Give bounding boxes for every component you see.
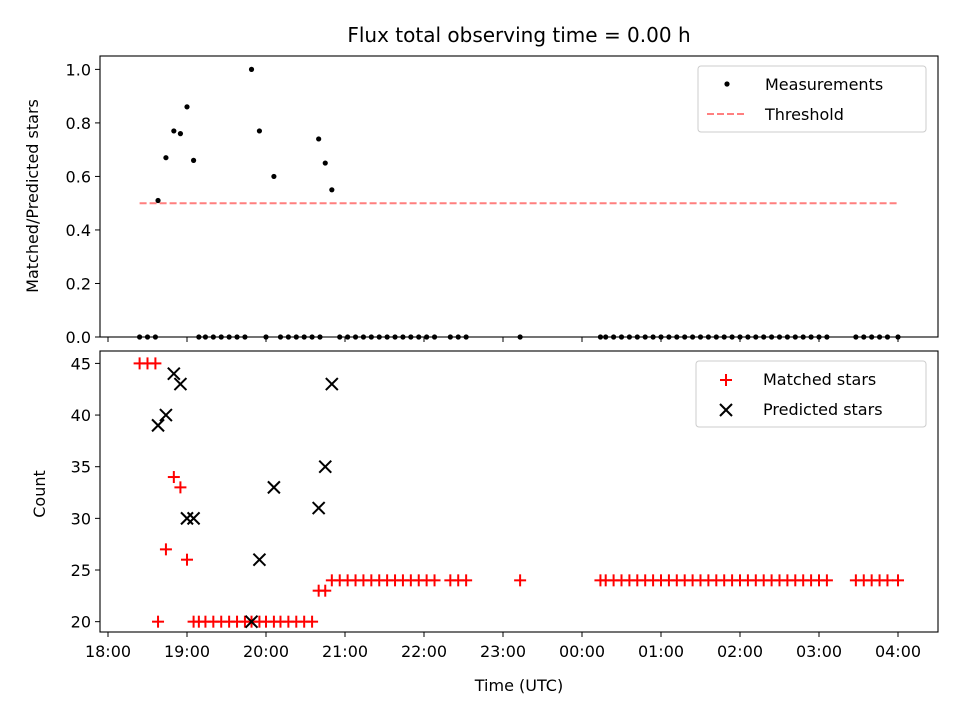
matched-star-point bbox=[306, 615, 319, 628]
matched-star-point bbox=[319, 584, 332, 597]
bottom-chart-x-tick-label: 20:00 bbox=[243, 642, 289, 661]
bottom-chart-x-tick-label: 23:00 bbox=[480, 642, 526, 661]
top-chart: 0.0 0.2 0.4 0.6 0.8 1.0 Matched/Predicted sta… bbox=[23, 55, 939, 347]
bottom-chart-x-tick-label: 01:00 bbox=[638, 642, 684, 661]
bottom-chart-x-tick-label: 22:00 bbox=[401, 642, 447, 661]
bottom-chart-x-tick-label: 21:00 bbox=[322, 642, 368, 661]
matched-star-point bbox=[460, 574, 473, 587]
matched-star-point bbox=[159, 543, 172, 556]
predicted-star-point bbox=[325, 377, 339, 391]
top-chart-y-tick-label: 1.0 bbox=[66, 60, 91, 79]
legend-threshold-label: Threshold bbox=[764, 105, 844, 124]
measurement-point bbox=[256, 128, 263, 134]
measurement-point bbox=[184, 104, 190, 110]
bottom-chart-y-tick-label: 40 bbox=[71, 406, 91, 425]
bottom-chart-marks bbox=[133, 357, 904, 629]
legend-predicted-label: Predicted stars bbox=[763, 400, 883, 419]
top-chart-y-label: Matched/Predicted stars bbox=[23, 99, 42, 293]
bottom-chart-y-label: Count bbox=[30, 470, 49, 518]
bottom-chart-x-tick-label: 19:00 bbox=[164, 642, 210, 661]
matched-star-point bbox=[149, 357, 162, 370]
top-legend: Measurements Threshold bbox=[697, 65, 927, 133]
measurement-point bbox=[248, 66, 255, 72]
matched-star-point bbox=[428, 574, 441, 587]
predicted-star-point bbox=[173, 377, 188, 391]
legend-matched-marker bbox=[720, 374, 732, 386]
legend-measurements-marker bbox=[724, 81, 730, 87]
measurement-point bbox=[155, 197, 161, 204]
matched-star-point bbox=[820, 574, 833, 587]
top-chart-y-tick-label: 0.8 bbox=[66, 114, 91, 133]
bottom-chart-x-tick-label: 04:00 bbox=[875, 642, 921, 661]
predicted-star-point bbox=[180, 511, 194, 526]
matched-star-point bbox=[167, 471, 180, 484]
bottom-chart-x-ticks: 18:00 19:00 20:00 21:00 22:00 23:00 00:00 01:00… bbox=[85, 632, 921, 661]
bottom-chart-y-tick-label: 30 bbox=[71, 509, 91, 528]
legend-matched-label: Matched stars bbox=[763, 370, 876, 389]
legend-measurements-label: Measurements bbox=[765, 75, 883, 94]
legend-predicted-marker bbox=[719, 403, 733, 417]
bottom-chart-y-tick-label: 20 bbox=[71, 613, 91, 632]
predicted-star-point bbox=[252, 552, 267, 567]
top-chart-title: Flux total observing time = 0.00 h bbox=[347, 23, 690, 47]
predicted-star-point bbox=[311, 501, 326, 515]
measurement-point bbox=[316, 136, 322, 142]
measurement-point bbox=[190, 157, 197, 163]
measurement-point bbox=[171, 128, 177, 134]
top-chart-y-ticks: 0.0 0.2 0.4 0.6 0.8 1.0 bbox=[66, 60, 100, 347]
top-chart-y-tick-label: 0.0 bbox=[66, 328, 91, 347]
matched-star-point bbox=[181, 553, 193, 566]
predicted-star-point bbox=[186, 511, 201, 526]
predicted-star-point bbox=[159, 408, 173, 422]
measurement-point bbox=[322, 160, 328, 166]
matched-star-point bbox=[514, 574, 527, 587]
top-chart-marks bbox=[137, 66, 901, 340]
bottom-chart-x-label: Time (UTC) bbox=[474, 676, 563, 695]
matched-star-point bbox=[174, 481, 187, 494]
bottom-legend: Matched stars Predicted stars bbox=[695, 360, 927, 428]
bottom-chart-y-tick-label: 45 bbox=[71, 354, 91, 373]
top-chart-y-tick-label: 0.4 bbox=[66, 221, 91, 240]
bottom-chart-y-tick-label: 25 bbox=[71, 561, 91, 580]
bottom-chart-x-tick-label: 00:00 bbox=[559, 642, 605, 661]
measurement-point bbox=[177, 131, 184, 137]
bottom-legend-box bbox=[695, 360, 927, 428]
predicted-star-point bbox=[267, 480, 281, 495]
top-chart-x-ticks bbox=[107, 337, 899, 342]
bottom-chart-frame bbox=[99, 350, 939, 633]
predicted-star-point bbox=[318, 459, 332, 474]
matched-star-point bbox=[881, 574, 894, 587]
predicted-star-point bbox=[167, 367, 181, 381]
predicted-star-point bbox=[244, 614, 259, 629]
measurement-point bbox=[271, 173, 277, 180]
top-chart-frame bbox=[99, 55, 939, 338]
bottom-chart: 20 25 30 35 40 45 18:00 19:00 20:00 21:00 22:00 23… bbox=[30, 350, 939, 695]
top-chart-y-tick-label: 0.6 bbox=[66, 167, 91, 186]
matched-star-point bbox=[152, 615, 165, 628]
matched-star-point bbox=[892, 574, 904, 587]
bottom-chart-x-tick-label: 02:00 bbox=[717, 642, 763, 661]
measurement-point bbox=[329, 187, 335, 193]
top-legend-box bbox=[697, 65, 927, 133]
bottom-chart-y-tick-label: 35 bbox=[71, 458, 91, 477]
bottom-chart-x-tick-label: 18:00 bbox=[85, 642, 131, 661]
top-chart-y-tick-label: 0.2 bbox=[66, 274, 91, 293]
measurement-point bbox=[163, 155, 169, 161]
bottom-chart-x-tick-label: 03:00 bbox=[796, 642, 842, 661]
predicted-star-point bbox=[151, 418, 165, 433]
bottom-chart-y-ticks: 20 25 30 35 40 45 bbox=[71, 354, 100, 632]
